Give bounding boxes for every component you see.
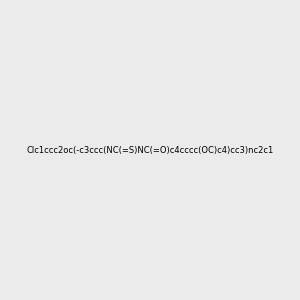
Text: Clc1ccc2oc(-c3ccc(NC(=S)NC(=O)c4cccc(OC)c4)cc3)nc2c1: Clc1ccc2oc(-c3ccc(NC(=S)NC(=O)c4cccc(OC)… xyxy=(26,146,274,154)
